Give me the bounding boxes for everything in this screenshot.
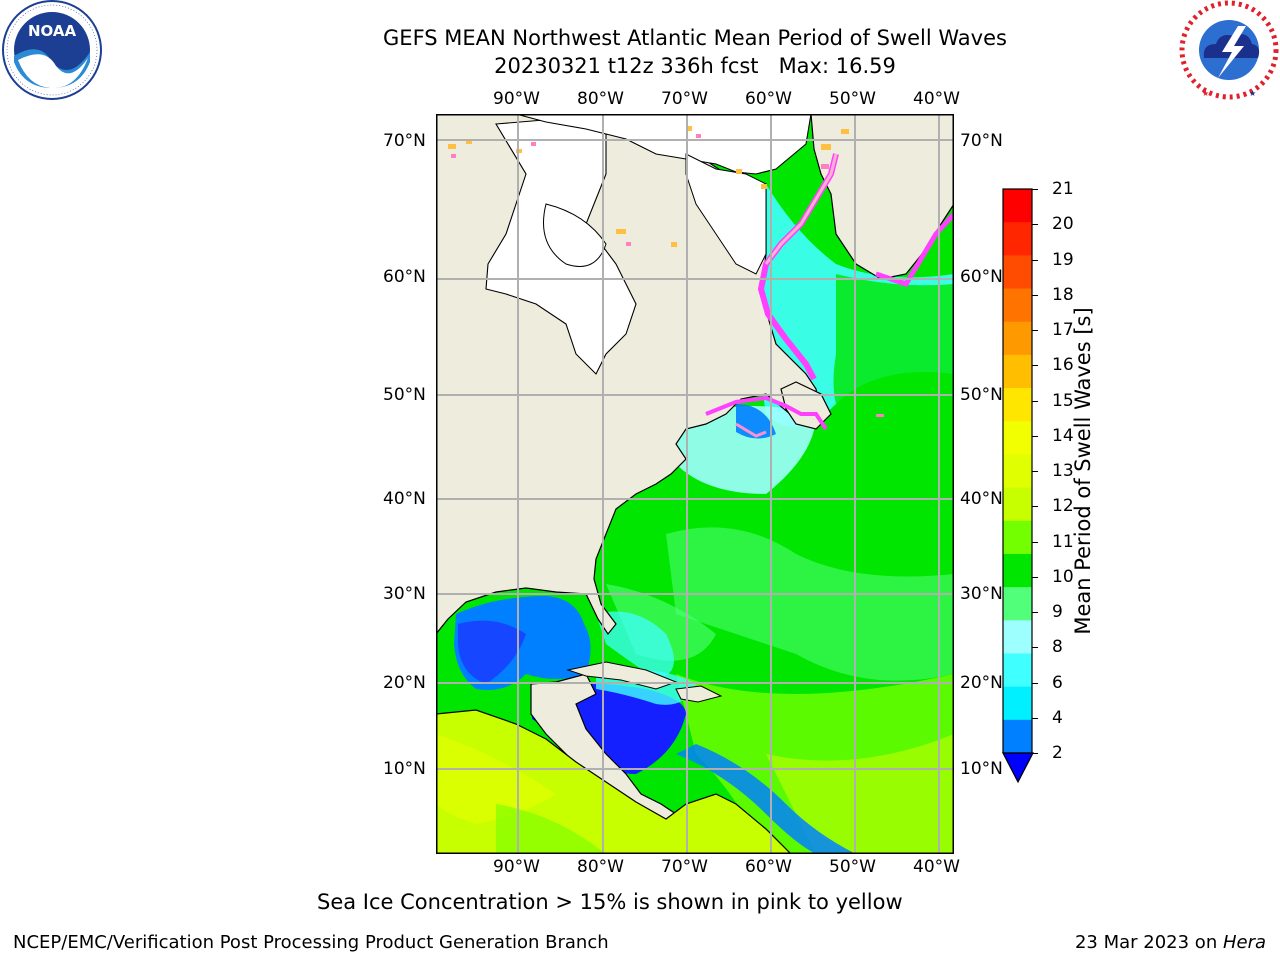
lon-label-top: 40°W xyxy=(913,89,960,109)
colorbar-tick-mark xyxy=(1032,259,1038,261)
colorbar-label: Mean Period of Swell Waves [s] xyxy=(1071,307,1095,635)
colorbar-tick-label: 17 xyxy=(1052,320,1074,340)
colorbar-segment xyxy=(1003,454,1032,489)
noaa-logo: NOAA xyxy=(0,0,108,104)
colorbar-tick-label: 9 xyxy=(1052,602,1063,622)
colorbar-segment xyxy=(1003,620,1032,654)
colorbar-tick-label: 16 xyxy=(1052,355,1074,376)
colorbar-segment xyxy=(1003,354,1032,389)
colorbar-tick-label: 13 xyxy=(1052,461,1074,481)
lat-label-right: 30°N xyxy=(960,584,1003,604)
svg-text:★: ★ xyxy=(1202,89,1209,98)
lat-label-left: 60°N xyxy=(383,267,426,287)
colorbar-segment xyxy=(1003,288,1032,323)
lat-label-left: 40°N xyxy=(383,489,426,509)
colorbar-tick-label: 21 xyxy=(1052,179,1074,199)
colorbar-tick-label: 6 xyxy=(1052,672,1063,693)
colorbar-tick-mark xyxy=(1032,612,1038,613)
swell-period-map xyxy=(436,114,954,854)
lon-label-bottom: 80°W xyxy=(577,857,624,877)
colorbar-tick-mark xyxy=(1032,435,1038,437)
lat-label-right: 50°N xyxy=(960,385,1003,405)
lon-label-top: 70°W xyxy=(661,89,708,109)
colorbar-segment xyxy=(1003,321,1032,356)
colorbar-tick-label: 19 xyxy=(1052,249,1074,270)
colorbar-tick-mark xyxy=(1032,753,1038,754)
lat-label-left: 50°N xyxy=(383,385,426,405)
colorbar-segment xyxy=(1003,719,1032,754)
lat-label-left: 20°N xyxy=(383,673,426,693)
lon-label-bottom: 90°W xyxy=(493,857,540,877)
lon-label-top: 50°W xyxy=(829,89,876,109)
colorbar-tick-mark xyxy=(1032,224,1038,226)
colorbar-segment xyxy=(1003,653,1032,688)
lat-label-right: 40°N xyxy=(960,489,1003,509)
colorbar-tick-mark xyxy=(1032,647,1038,649)
lat-label-left: 70°N xyxy=(383,131,426,151)
lat-label-left: 30°N xyxy=(383,584,426,604)
chart-title-line1: GEFS MEAN Northwest Atlantic Mean Period… xyxy=(383,26,1007,50)
colorbar-tick-mark xyxy=(1032,330,1038,331)
lat-label-right: 60°N xyxy=(960,267,1003,287)
colorbar-tick-mark xyxy=(1032,541,1038,543)
footer-date-text: 23 Mar 2023 on xyxy=(1074,932,1223,953)
colorbar-segment xyxy=(1003,487,1032,522)
colorbar xyxy=(1002,188,1034,784)
colorbar-tick-label: 15 xyxy=(1052,390,1074,411)
lon-label-bottom: 40°W xyxy=(913,857,960,877)
chart-title-line2: 20230321 t12z 336h fcst Max: 16.59 xyxy=(494,54,896,78)
colorbar-tick-mark xyxy=(1032,576,1038,578)
colorbar-tick-label: 10 xyxy=(1052,566,1074,587)
colorbar-tick-mark xyxy=(1032,400,1038,402)
colorbar-segment xyxy=(1003,421,1032,455)
colorbar-tick-label: 20 xyxy=(1052,214,1074,235)
colorbar-tick-mark xyxy=(1032,471,1038,472)
arctic-ice xyxy=(515,114,812,175)
colorbar-tick-label: 11 xyxy=(1052,531,1074,552)
colorbar-segment xyxy=(1003,587,1032,621)
lon-label-top: 60°W xyxy=(745,89,792,109)
colorbar-segment xyxy=(1003,520,1032,555)
colorbar-segment xyxy=(1003,222,1032,256)
colorbar-tick-mark xyxy=(1032,294,1038,296)
colorbar-ticks: 21 20 19 18 17 16 15 14 13 12 11 10 9 8 6 4 2 xyxy=(1032,179,1092,765)
lon-label-top: 80°W xyxy=(577,89,624,109)
lon-label-top: 90°W xyxy=(493,89,540,109)
colorbar-tick-label: 8 xyxy=(1052,637,1063,658)
colorbar-segment xyxy=(1003,686,1032,721)
svg-text:★: ★ xyxy=(1249,89,1256,98)
lat-label-right: 20°N xyxy=(960,673,1003,693)
colorbar-segment xyxy=(1003,388,1032,422)
colorbar-tick-label: 14 xyxy=(1052,425,1074,446)
footer-host: Hera xyxy=(1222,932,1266,953)
graticule xyxy=(436,114,954,854)
colorbar-tick-mark xyxy=(1032,506,1038,508)
colorbar-tick-mark xyxy=(1032,717,1038,719)
footer-credit: NCEP/EMC/Verification Post Processing Pr… xyxy=(13,932,609,953)
colorbar-segment xyxy=(1003,553,1032,588)
colorbar-tick-mark xyxy=(1032,682,1038,684)
colorbar-segment xyxy=(1003,255,1032,290)
noaa-logo-text: NOAA xyxy=(28,22,77,40)
sea-ice-note: Sea Ice Concentration > 15% is shown in … xyxy=(317,890,903,914)
lat-label-right: 70°N xyxy=(960,131,1003,151)
colorbar-tick-label: 18 xyxy=(1052,284,1074,305)
colorbar-tick-label: 2 xyxy=(1052,743,1063,763)
lon-label-bottom: 60°W xyxy=(745,857,792,877)
colorbar-tick-label: 4 xyxy=(1052,707,1063,728)
nws-logo: ★ ★ xyxy=(1178,0,1280,100)
colorbar-segment xyxy=(1003,189,1032,223)
footer-date: 23 Mar 2023 on Hera xyxy=(1075,932,1266,953)
lon-label-bottom: 50°W xyxy=(829,857,876,877)
lon-label-bottom: 70°W xyxy=(661,857,708,877)
colorbar-tick-mark xyxy=(1032,365,1038,367)
lat-label-left: 10°N xyxy=(383,759,426,779)
colorbar-tick-label: 12 xyxy=(1052,496,1074,517)
colorbar-tick-mark xyxy=(1032,189,1038,190)
colorbar-extend-triangle xyxy=(1002,752,1034,784)
lat-label-right: 10°N xyxy=(960,759,1003,779)
